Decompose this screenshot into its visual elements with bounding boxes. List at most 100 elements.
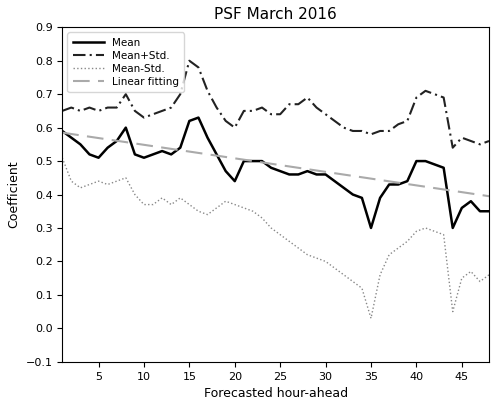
Mean+Std.: [440, 95, 446, 100]
Mean+Std.: [177, 92, 183, 96]
Mean-Std.: [132, 192, 138, 197]
Mean: [277, 168, 283, 173]
Mean: [159, 149, 165, 153]
Y-axis label: Coefficient: Coefficient: [7, 161, 20, 228]
Mean+Std.: [150, 112, 156, 117]
Mean-Std.: [377, 272, 383, 277]
Linear fitting: [186, 149, 192, 154]
Mean+Std.: [259, 105, 265, 110]
Mean-Std.: [141, 202, 147, 207]
Linear fitting: [159, 145, 165, 150]
Mean+Std.: [313, 105, 319, 110]
Mean: [150, 152, 156, 157]
Mean-Std.: [359, 286, 365, 291]
Mean: [286, 172, 292, 177]
Linear fitting: [277, 163, 283, 168]
Linear fitting: [432, 186, 437, 190]
Mean+Std.: [295, 102, 301, 107]
Mean: [332, 179, 338, 184]
Linear fitting: [132, 141, 138, 146]
Line: Mean: Mean: [62, 118, 489, 228]
Mean-Std.: [477, 279, 483, 284]
Linear fitting: [440, 187, 446, 192]
Linear fitting: [404, 182, 410, 186]
X-axis label: Forecasted hour-ahead: Forecasted hour-ahead: [203, 387, 348, 400]
Mean: [77, 142, 83, 147]
Mean: [359, 195, 365, 200]
Mean-Std.: [186, 202, 192, 207]
Linear fitting: [395, 180, 401, 185]
Mean-Std.: [450, 309, 456, 314]
Mean: [377, 195, 383, 200]
Linear fitting: [322, 169, 328, 174]
Mean: [322, 172, 328, 177]
Linear fitting: [141, 142, 147, 147]
Linear fitting: [105, 137, 111, 142]
Mean-Std.: [468, 269, 474, 274]
Mean-Std.: [350, 279, 356, 284]
Mean-Std.: [214, 206, 220, 210]
Mean+Std.: [305, 95, 310, 100]
Mean-Std.: [341, 272, 347, 277]
Linear fitting: [477, 193, 483, 197]
Mean+Std.: [459, 135, 465, 140]
Mean+Std.: [241, 108, 247, 113]
Mean: [250, 159, 256, 164]
Mean+Std.: [414, 95, 420, 100]
Mean-Std.: [286, 239, 292, 244]
Linear fitting: [68, 131, 74, 136]
Mean: [86, 152, 92, 157]
Mean: [395, 182, 401, 187]
Mean+Std.: [468, 138, 474, 143]
Mean+Std.: [159, 108, 165, 113]
Mean: [440, 165, 446, 170]
Linear fitting: [332, 171, 338, 176]
Mean: [223, 168, 229, 173]
Linear fitting: [295, 165, 301, 170]
Mean: [295, 172, 301, 177]
Mean-Std.: [386, 252, 392, 257]
Linear fitting: [259, 160, 265, 165]
Linear fitting: [204, 152, 210, 157]
Mean: [313, 172, 319, 177]
Mean+Std.: [332, 118, 338, 123]
Mean-Std.: [395, 245, 401, 250]
Mean-Std.: [86, 182, 92, 187]
Mean: [268, 165, 274, 170]
Mean: [141, 155, 147, 160]
Mean-Std.: [313, 256, 319, 260]
Mean+Std.: [250, 108, 256, 113]
Mean-Std.: [259, 215, 265, 220]
Mean: [114, 138, 120, 143]
Mean-Std.: [322, 259, 328, 264]
Mean: [468, 199, 474, 204]
Linear fitting: [241, 157, 247, 162]
Legend: Mean, Mean+Std., Mean-Std., Linear fitting: Mean, Mean+Std., Mean-Std., Linear fitti…: [67, 33, 185, 92]
Linear fitting: [377, 177, 383, 182]
Mean: [177, 145, 183, 150]
Mean+Std.: [68, 105, 74, 110]
Mean-Std.: [105, 182, 111, 187]
Mean-Std.: [440, 232, 446, 237]
Mean: [195, 115, 201, 120]
Mean: [423, 159, 429, 164]
Linear fitting: [468, 191, 474, 196]
Mean: [105, 145, 111, 150]
Linear fitting: [414, 183, 420, 188]
Mean+Std.: [477, 142, 483, 147]
Mean: [450, 225, 456, 230]
Mean: [204, 135, 210, 140]
Mean+Std.: [77, 108, 83, 113]
Mean: [341, 186, 347, 190]
Linear fitting: [286, 164, 292, 169]
Linear fitting: [423, 184, 429, 189]
Linear fitting: [77, 133, 83, 138]
Mean+Std.: [386, 129, 392, 133]
Mean-Std.: [332, 266, 338, 271]
Mean: [259, 159, 265, 164]
Mean+Std.: [450, 145, 456, 150]
Mean+Std.: [395, 122, 401, 127]
Mean+Std.: [423, 88, 429, 93]
Mean-Std.: [305, 252, 310, 257]
Mean: [123, 125, 129, 130]
